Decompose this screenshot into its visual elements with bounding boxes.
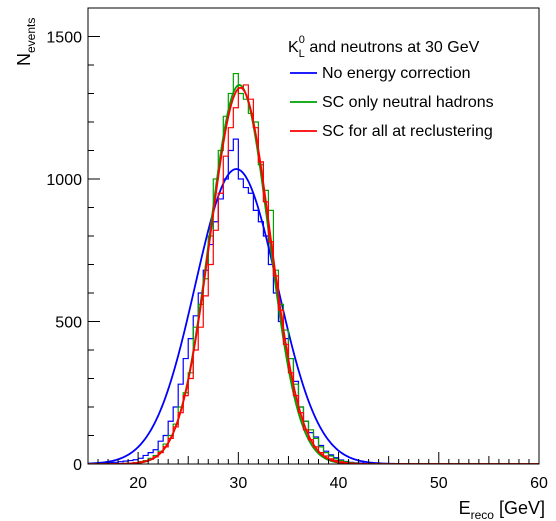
legend-header-sup: 0 [299, 34, 305, 46]
fit-curve-3 [88, 86, 539, 464]
legend: KL 0 and neutrons at 30 GeV No energy cor… [288, 34, 494, 140]
x-axis-label-main: E [459, 498, 471, 518]
y-axis-label-main: N [14, 53, 34, 66]
legend-label: SC for all at reclustering [322, 123, 493, 140]
y-tick-label: 1500 [46, 30, 82, 47]
legend-label: SC only neutral hadrons [322, 94, 494, 111]
y-tick-label: 500 [55, 315, 82, 332]
x-tick-label: 60 [530, 475, 548, 492]
y-tick-label: 1000 [46, 172, 82, 189]
legend-label: No energy correction [322, 65, 471, 82]
series-layer [88, 72, 539, 464]
legend-header-suffix: and neutrons at 30 GeV [305, 39, 480, 56]
legend-header-sub: L [299, 48, 305, 60]
x-tick-label: 40 [330, 475, 348, 492]
y-axis-label-sub: events [24, 18, 38, 53]
x-tick-label: 30 [229, 475, 247, 492]
y-axis-label: Nevents [14, 18, 38, 66]
fit-curve-1 [88, 168, 539, 464]
legend-header: KL 0 and neutrons at 30 GeV [288, 34, 480, 60]
x-axis-label: Ereco [GeV] [459, 498, 545, 521]
axis-ticks: 20 30 40 50 60 0 500 1000 1500 [46, 7, 548, 492]
x-axis-label-sub: reco [471, 508, 495, 521]
y-tick-label: 0 [73, 457, 82, 474]
x-axis-label-unit: [GeV] [494, 498, 545, 518]
legend-header-prefix: K [288, 39, 299, 56]
x-tick-label: 20 [129, 475, 147, 492]
legend-entries: No energy correction SC only neutral hadr… [290, 65, 494, 140]
series-3 [88, 84, 539, 464]
x-tick-label: 50 [430, 475, 448, 492]
